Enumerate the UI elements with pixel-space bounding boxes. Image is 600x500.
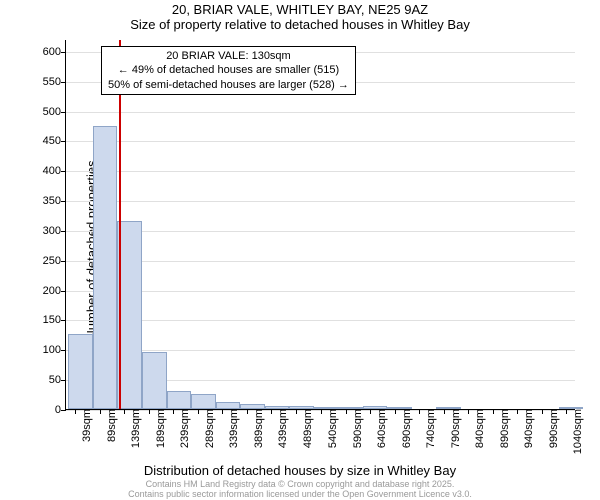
x-tick-mark: [566, 409, 567, 414]
histogram-bar: [363, 406, 388, 409]
histogram-bar: [93, 126, 118, 409]
histogram-bar: [436, 407, 461, 409]
x-tick-mark: [100, 409, 101, 414]
x-tick-label: 39sqm: [75, 409, 93, 442]
x-tick-label: 740sqm: [419, 409, 437, 448]
x-tick-mark: [346, 409, 347, 414]
title-line-1: 20, BRIAR VALE, WHITLEY BAY, NE25 9AZ: [0, 2, 600, 17]
histogram-bar: [240, 404, 265, 409]
chart-titles: 20, BRIAR VALE, WHITLEY BAY, NE25 9AZ Si…: [0, 2, 600, 32]
histogram-bar: [117, 221, 142, 409]
x-tick-mark: [75, 409, 76, 414]
annotation-box: 20 BRIAR VALE: 130sqm ← 49% of detached …: [101, 46, 356, 95]
histogram-bar: [142, 352, 167, 409]
y-tick-mark: [61, 52, 66, 53]
x-tick-mark: [419, 409, 420, 414]
grid-line: [66, 171, 575, 172]
footer-line-2: Contains public sector information licen…: [0, 490, 600, 500]
x-tick-label: 690sqm: [395, 409, 413, 448]
annotation-line-1: 20 BRIAR VALE: 130sqm: [108, 49, 349, 63]
y-tick-mark: [61, 201, 66, 202]
y-tick-mark: [61, 380, 66, 381]
x-tick-mark: [395, 409, 396, 414]
x-tick-label: 790sqm: [444, 409, 462, 448]
x-tick-label: 1040sqm: [566, 409, 584, 454]
grid-line: [66, 261, 575, 262]
x-tick-label: 439sqm: [271, 409, 289, 448]
x-tick-label: 540sqm: [321, 409, 339, 448]
x-tick-mark: [468, 409, 469, 414]
x-axis-label: Distribution of detached houses by size …: [0, 463, 600, 478]
y-tick-mark: [61, 261, 66, 262]
y-tick-mark: [61, 141, 66, 142]
x-tick-mark: [271, 409, 272, 414]
grid-line: [66, 231, 575, 232]
x-tick-label: 990sqm: [542, 409, 560, 448]
y-tick-mark: [61, 320, 66, 321]
y-tick-mark: [61, 112, 66, 113]
y-tick-mark: [61, 171, 66, 172]
y-tick-mark: [61, 82, 66, 83]
x-tick-mark: [296, 409, 297, 414]
x-tick-mark: [247, 409, 248, 414]
reference-line: [119, 40, 121, 409]
x-tick-mark: [517, 409, 518, 414]
histogram-bar: [559, 407, 584, 409]
histogram-bar: [289, 406, 314, 409]
footer-attribution: Contains HM Land Registry data © Crown c…: [0, 480, 600, 500]
x-tick-mark: [149, 409, 150, 414]
y-tick-mark: [61, 291, 66, 292]
x-tick-mark: [321, 409, 322, 414]
x-tick-mark: [542, 409, 543, 414]
x-tick-mark: [173, 409, 174, 414]
histogram-bar: [387, 407, 412, 409]
x-tick-label: 339sqm: [222, 409, 240, 448]
x-tick-label: 940sqm: [517, 409, 535, 448]
x-tick-mark: [222, 409, 223, 414]
grid-line: [66, 291, 575, 292]
y-tick-mark: [61, 410, 66, 411]
y-tick-mark: [61, 350, 66, 351]
x-tick-mark: [493, 409, 494, 414]
x-tick-label: 289sqm: [198, 409, 216, 448]
x-tick-mark: [444, 409, 445, 414]
x-tick-mark: [124, 409, 125, 414]
grid-line: [66, 201, 575, 202]
grid-line: [66, 320, 575, 321]
x-tick-label: 189sqm: [149, 409, 167, 448]
histogram-bar: [265, 406, 290, 409]
histogram-bar: [191, 394, 216, 409]
x-tick-mark: [198, 409, 199, 414]
annotation-line-2: ← 49% of detached houses are smaller (51…: [108, 63, 349, 77]
histogram-chart: { "chart": { "type": "histogram", "title…: [0, 0, 600, 500]
x-tick-label: 139sqm: [124, 409, 142, 448]
grid-line: [66, 112, 575, 113]
title-line-2: Size of property relative to detached ho…: [0, 17, 600, 32]
x-tick-label: 239sqm: [173, 409, 191, 448]
x-tick-label: 640sqm: [370, 409, 388, 448]
annotation-line-3: 50% of semi-detached houses are larger (…: [108, 78, 349, 92]
grid-line: [66, 141, 575, 142]
y-tick-mark: [61, 231, 66, 232]
plot-area: 05010015020025030035040045050055060039sq…: [65, 40, 575, 410]
histogram-bar: [314, 407, 339, 409]
x-tick-label: 840sqm: [468, 409, 486, 448]
x-tick-label: 590sqm: [346, 409, 364, 448]
histogram-bar: [167, 391, 192, 409]
x-tick-label: 89sqm: [100, 409, 118, 442]
x-tick-label: 890sqm: [493, 409, 511, 448]
histogram-bar: [68, 334, 93, 409]
grid-line: [66, 350, 575, 351]
x-tick-label: 489sqm: [296, 409, 314, 448]
x-tick-mark: [370, 409, 371, 414]
histogram-bar: [338, 407, 363, 409]
x-tick-label: 389sqm: [247, 409, 265, 448]
histogram-bar: [216, 402, 241, 409]
